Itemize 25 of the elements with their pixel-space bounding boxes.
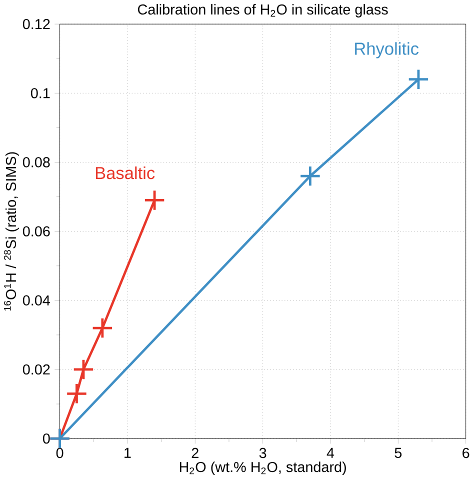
point xyxy=(92,317,114,339)
x-tick-label: 6 xyxy=(462,448,470,458)
y-tick-label: 0.12 xyxy=(23,18,50,30)
x-axis-title: H$_{2}$O (wt.% H$_{2}$O, standard) xyxy=(180,462,346,475)
y-tick-label: 0 xyxy=(43,433,50,444)
y-tick-label: 0.1 xyxy=(31,88,50,98)
y-axis-title: $^{16}$O$^{1}$H / $^{28}$Si (ratio, SIMS) xyxy=(4,152,19,311)
chart-title: Calibration lines of H$_{2}$O in silicate glass xyxy=(138,4,388,18)
point xyxy=(66,382,88,404)
x-tick-label: 0 xyxy=(56,448,64,458)
x-tick-label: 3 xyxy=(259,448,266,458)
x-tick-label: 1 xyxy=(124,448,131,458)
point xyxy=(299,165,322,187)
series-label: Basaltic xyxy=(96,166,155,180)
series-label: Rhyolitic xyxy=(355,42,419,58)
y-tick-label: 0.06 xyxy=(23,226,50,236)
y-tick-label: 0.08 xyxy=(23,157,50,168)
x-tick-label: 2 xyxy=(192,448,199,458)
x-tick-label: 5 xyxy=(394,448,402,458)
point xyxy=(144,189,166,212)
point xyxy=(408,68,430,90)
point xyxy=(72,358,94,380)
x-tick-label: 4 xyxy=(326,448,334,458)
y-tick-label: 0.04 xyxy=(23,295,50,306)
y-tick-label: 0.02 xyxy=(23,364,50,375)
